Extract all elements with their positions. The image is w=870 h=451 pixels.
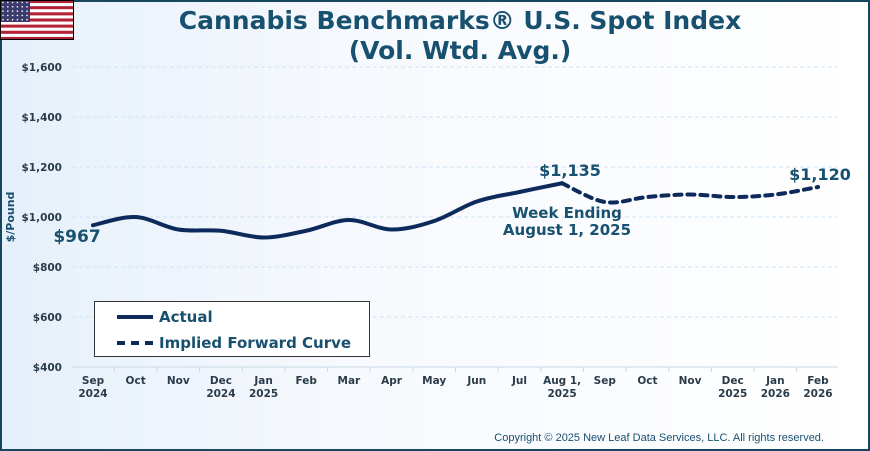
x-tick-label: Aug 1,	[543, 375, 581, 387]
x-tick-label: Jan	[765, 375, 784, 387]
x-tick-label-year: 2024	[206, 388, 235, 400]
x-tick-label: Sep	[594, 375, 617, 387]
legend-swatch-dashed	[117, 341, 153, 345]
x-tick-label: Jul	[511, 375, 527, 387]
x-tick-label: Nov	[679, 375, 702, 387]
us-flag-icon	[0, 0, 74, 40]
legend-label: Actual	[159, 308, 213, 326]
x-tick-label: Dec	[210, 375, 232, 387]
x-tick-label: May	[422, 375, 446, 387]
legend-item-forward: Implied Forward Curve	[117, 334, 351, 352]
x-tick-label: Feb	[296, 375, 318, 387]
x-tick-label-year: 2025	[718, 388, 747, 400]
x-tick-label: Apr	[381, 375, 403, 387]
y-axis-label: $/Pound	[4, 192, 17, 243]
x-tick-label-year: 2024	[78, 388, 107, 400]
x-tick-label: Sep	[82, 375, 105, 387]
chart-title: Cannabis Benchmarks® U.S. Spot Index (Vo…	[110, 6, 810, 66]
actual-line	[91, 181, 565, 240]
data-label: $1,135	[539, 161, 601, 180]
x-tick-label-year: 2025	[249, 388, 278, 400]
y-tick-label: $400	[33, 362, 62, 374]
legend-item-actual: Actual	[117, 308, 213, 326]
x-tick-label: Feb	[807, 375, 829, 387]
data-label: Week Ending	[512, 204, 622, 222]
x-tick-label: Nov	[167, 375, 190, 387]
x-tick-label: Oct	[126, 375, 146, 387]
x-tick-label: Jan	[253, 375, 272, 387]
x-tick-label: Mar	[338, 375, 362, 387]
legend: Actual Implied Forward Curve	[94, 301, 370, 357]
x-tick-label-year: 2026	[803, 388, 832, 400]
x-tick-label-year: 2026	[761, 388, 790, 400]
legend-swatch-solid	[117, 315, 153, 319]
title-line-1: Cannabis Benchmarks® U.S. Spot Index	[178, 6, 742, 35]
copyright-text: Copyright © 2025 New Leaf Data Services,…	[494, 432, 824, 444]
y-tick-label: $1,000	[21, 212, 62, 224]
title-line-2: (Vol. Wtd. Avg.)	[348, 36, 572, 65]
y-tick-label: $1,200	[21, 162, 62, 174]
data-label: $1,120	[789, 165, 851, 184]
legend-label: Implied Forward Curve	[159, 334, 352, 352]
data-label: $967	[53, 227, 100, 247]
y-tick-label: $800	[33, 262, 62, 274]
y-tick-label: $1,400	[21, 112, 62, 124]
forward-curve-line	[560, 181, 820, 205]
y-tick-label: $1,600	[21, 62, 62, 74]
x-tick-label-year: 2025	[548, 388, 577, 400]
x-tick-label: Dec	[722, 375, 744, 387]
x-tick-label: Jun	[466, 375, 486, 387]
data-label: August 1, 2025	[503, 221, 631, 239]
y-tick-label: $600	[33, 312, 62, 324]
x-tick-label: Oct	[637, 375, 657, 387]
